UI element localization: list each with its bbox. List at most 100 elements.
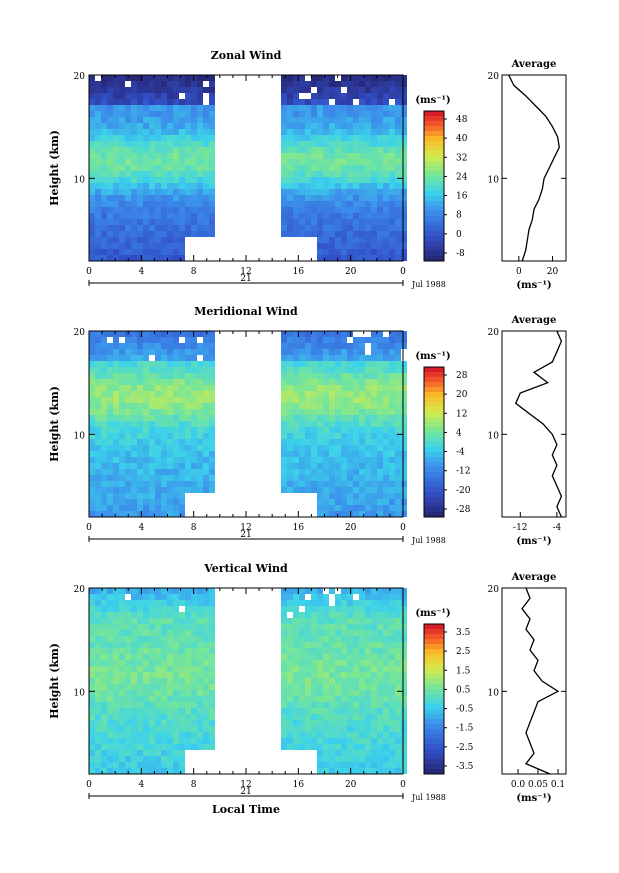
- colorbar-tick-label: 20: [456, 390, 468, 400]
- average-x-tick-label: 20: [547, 267, 559, 277]
- colorbar-segment: [424, 146, 444, 152]
- x-tick-label: 0: [86, 267, 92, 277]
- colorbar-segment: [424, 372, 444, 378]
- average-panel: Average 20 10 0.0 0.05 0.1(ms⁻¹): [488, 572, 567, 804]
- date-label: Jul 1988: [411, 793, 446, 802]
- average-x-tick-label: 0.0: [511, 780, 526, 790]
- colorbar-tick-label: 3.5: [456, 628, 471, 638]
- average-profile-line: [508, 74, 560, 262]
- colorbar-segment: [424, 417, 444, 423]
- x-tick-label: 16: [293, 780, 305, 790]
- x-tick-label: 20: [345, 267, 357, 277]
- x-tick-label: 16: [293, 523, 305, 533]
- colorbar-tick-label: 48: [456, 115, 468, 125]
- y-tick-label: 20: [74, 328, 86, 338]
- colorbar-segment: [424, 502, 444, 508]
- y-tick-label: 10: [74, 688, 86, 698]
- colorbar-segment: [424, 256, 444, 262]
- x-tick-label: 0: [86, 780, 92, 790]
- colorbar-segment: [424, 639, 444, 645]
- colorbar-segment: [424, 432, 444, 438]
- colorbar-segment: [424, 387, 444, 393]
- y-axis-label: Height (km): [48, 643, 61, 719]
- panel-2: Meridional Wind Height (km) 20 10 0 4 8 12 16 20 0…: [48, 305, 567, 547]
- y-tick-label: 10: [74, 431, 86, 441]
- colorbar-segment: [424, 729, 444, 735]
- x-tick-label: 8: [191, 523, 197, 533]
- colorbar-tick-label: -8: [456, 249, 465, 259]
- colorbar-segment: [424, 664, 444, 670]
- colorbar-segment: [424, 171, 444, 177]
- colorbar-unit: (ms⁻¹): [415, 608, 450, 619]
- colorbar-segment: [424, 512, 444, 518]
- colorbar-segment: [424, 126, 444, 132]
- colorbar-segment: [424, 161, 444, 167]
- colorbar-segment: [424, 447, 444, 453]
- colorbar-segment: [424, 402, 444, 408]
- date-label: Jul 1988: [411, 280, 446, 289]
- colorbar-segment: [424, 492, 444, 498]
- x-tick-label: 0: [86, 523, 92, 533]
- date-day-label: 21: [240, 274, 251, 284]
- colorbar-segment: [424, 186, 444, 192]
- colorbar-segment: [424, 226, 444, 232]
- colorbar-tick-label: -3.5: [456, 762, 474, 772]
- colorbar-segment: [424, 699, 444, 705]
- average-y-tick-label: 10: [488, 175, 500, 185]
- x-tick-label: 20: [345, 523, 357, 533]
- colorbar-tick-label: -0.5: [456, 705, 474, 715]
- heatmap-field: [89, 75, 407, 261]
- colorbar-segment: [424, 649, 444, 655]
- x-tick-label: 4: [138, 780, 144, 790]
- colorbar-segment: [424, 156, 444, 162]
- colorbar-segment: [424, 689, 444, 695]
- colorbar-segment: [424, 634, 444, 640]
- average-y-tick-label: 20: [488, 328, 500, 338]
- colorbar-unit: (ms⁻¹): [415, 351, 450, 362]
- colorbar-segment: [424, 216, 444, 222]
- colorbar-segment: [424, 196, 444, 202]
- colorbar-tick-label: 8: [456, 211, 462, 221]
- colorbar-segment: [424, 201, 444, 207]
- colorbar-segment: [424, 724, 444, 730]
- x-tick-label: 16: [293, 267, 305, 277]
- colorbar-segment: [424, 734, 444, 740]
- x-tick-label: 0: [400, 780, 406, 790]
- colorbar-segment: [424, 241, 444, 247]
- colorbar-segment: [424, 427, 444, 433]
- colorbar-segment: [424, 684, 444, 690]
- y-tick-label: 10: [74, 175, 86, 185]
- chart-title: Vertical Wind: [203, 562, 288, 575]
- colorbar-frame: [423, 623, 445, 775]
- heatmap-field: [89, 331, 407, 517]
- colorbar-tick-label: 1.5: [456, 666, 471, 676]
- average-title: Average: [511, 59, 557, 70]
- colorbar-tick-label: 24: [456, 172, 468, 182]
- x-tick-label: 20: [345, 780, 357, 790]
- colorbar-segment: [424, 131, 444, 137]
- colorbar-tick-label: -20: [456, 486, 471, 496]
- average-x-tick-label: -12: [513, 523, 528, 533]
- average-title: Average: [511, 572, 557, 583]
- colorbar-segment: [424, 121, 444, 127]
- average-frame: [501, 74, 567, 262]
- colorbar-tick-label: 2.5: [456, 647, 471, 657]
- y-tick-label: 20: [74, 585, 86, 595]
- colorbar-tick-label: -4: [456, 448, 465, 458]
- colorbar-segment: [424, 462, 444, 468]
- colorbar-segment: [424, 452, 444, 458]
- colorbar-segment: [424, 704, 444, 710]
- colorbar-segment: [424, 769, 444, 775]
- colorbar-segment: [424, 176, 444, 182]
- heatmap-field: [89, 588, 407, 774]
- colorbar-tick-label: -2.5: [456, 743, 474, 753]
- colorbar-segment: [424, 231, 444, 237]
- colorbar-tick-label: -1.5: [456, 724, 474, 734]
- colorbar-segment: [424, 407, 444, 413]
- colorbar-segment: [424, 477, 444, 483]
- colorbar-segment: [424, 392, 444, 398]
- colorbar-segment: [424, 397, 444, 403]
- colorbar-segment: [424, 629, 444, 635]
- average-x-tick-label: 0.05: [528, 780, 548, 790]
